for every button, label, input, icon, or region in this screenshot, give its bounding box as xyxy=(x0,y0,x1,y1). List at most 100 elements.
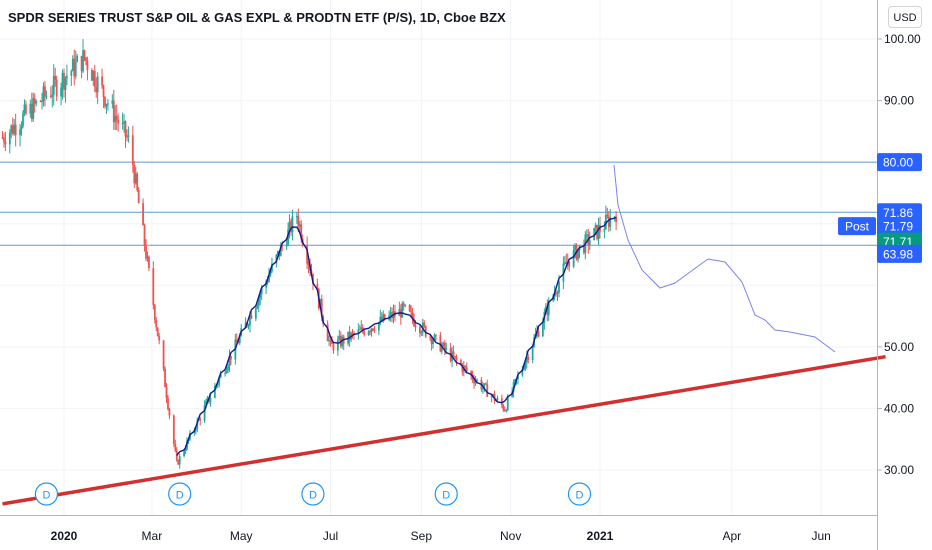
candle-body xyxy=(329,340,332,342)
candle-body xyxy=(389,312,392,316)
candle-body xyxy=(452,351,455,357)
price-label-value: 71.86 xyxy=(883,206,913,220)
candle-body xyxy=(244,322,247,329)
candle-body xyxy=(230,355,232,360)
post-market-tag xyxy=(838,217,876,236)
candle-body xyxy=(440,345,443,352)
candle-body xyxy=(137,190,140,204)
candle-body xyxy=(165,387,168,399)
candle-body xyxy=(500,398,503,406)
candle-body xyxy=(353,332,355,335)
candle-body xyxy=(420,332,423,334)
candle-body xyxy=(90,70,93,81)
candle-body xyxy=(199,418,202,421)
y-tick-label: 100.00 xyxy=(884,32,921,46)
candle-body xyxy=(275,254,278,264)
candle-body xyxy=(357,329,360,335)
candle-body xyxy=(64,77,67,91)
candle-body xyxy=(338,335,341,340)
candle-body xyxy=(1,137,4,139)
dividend-marker[interactable] xyxy=(434,482,458,506)
candle-body xyxy=(418,326,421,333)
candle-body xyxy=(517,375,519,379)
candle-body xyxy=(269,271,272,276)
candle-body xyxy=(158,336,161,341)
candle-body xyxy=(93,70,96,87)
candle-body xyxy=(66,75,68,78)
candle-body xyxy=(555,292,557,294)
candle-body xyxy=(361,327,364,332)
candle-body xyxy=(363,331,366,335)
candle-body xyxy=(213,386,216,398)
candle-body xyxy=(606,214,609,217)
candle-body xyxy=(411,311,414,319)
dividend-marker[interactable] xyxy=(301,482,325,506)
candle-body xyxy=(96,76,99,93)
dividend-marker[interactable] xyxy=(168,482,192,506)
candle-body xyxy=(33,98,36,104)
candle-body xyxy=(266,281,269,283)
x-tick-label: Jul xyxy=(323,529,338,543)
candle-body xyxy=(377,322,380,331)
candle-body xyxy=(593,227,596,241)
candle-body xyxy=(522,368,525,370)
candle-body xyxy=(291,216,294,233)
candle-body xyxy=(136,173,139,191)
candle-body xyxy=(148,256,150,269)
candle-body xyxy=(49,95,52,97)
candle-body xyxy=(23,104,26,114)
y-tick-label: 50.00 xyxy=(884,340,914,354)
candle-body xyxy=(607,216,610,227)
candle-body xyxy=(225,370,228,374)
candle-body xyxy=(249,315,251,326)
candle-body xyxy=(117,119,120,124)
candle-body xyxy=(156,327,159,337)
candle-body xyxy=(133,164,136,184)
price-label-box xyxy=(877,217,922,236)
candle-body xyxy=(370,328,373,332)
candle-body xyxy=(300,224,303,240)
candle-body xyxy=(114,115,117,123)
candle-body xyxy=(287,229,289,246)
candle-body xyxy=(486,384,489,397)
candle-body xyxy=(45,95,48,97)
candle-body xyxy=(219,373,222,378)
candle-body xyxy=(35,100,38,104)
candle-body xyxy=(184,449,187,452)
candle-body xyxy=(380,316,383,321)
candle-body xyxy=(541,322,544,337)
dividend-marker[interactable] xyxy=(34,482,59,506)
post-market-tag-label: Post xyxy=(845,220,870,234)
x-tick-label: Nov xyxy=(500,529,521,543)
candle-body xyxy=(442,342,445,346)
candle-body xyxy=(413,318,415,326)
candle-body xyxy=(506,396,509,411)
dividend-marker[interactable] xyxy=(567,482,592,506)
candle-body xyxy=(285,245,288,247)
candle-body xyxy=(351,332,354,334)
candle-body xyxy=(556,292,559,294)
candle-body xyxy=(574,245,577,251)
x-tick-label: 2021 xyxy=(587,529,614,543)
candle-body xyxy=(8,132,11,145)
candle-body xyxy=(74,61,77,77)
candle-body xyxy=(32,98,35,120)
dividend-marker-label: D xyxy=(576,490,584,502)
candle-body xyxy=(369,331,371,333)
candle-body xyxy=(209,397,212,403)
candle-body xyxy=(288,221,291,230)
currency-selector[interactable]: USD xyxy=(888,6,922,28)
candle-body xyxy=(85,57,87,61)
candle-body xyxy=(320,298,323,317)
candle-body xyxy=(492,394,494,396)
price-label-value: 63.98 xyxy=(883,247,913,261)
candle-body xyxy=(459,360,462,365)
candle-body xyxy=(10,125,13,133)
candle-body xyxy=(131,135,134,165)
y-tick-label: 30.00 xyxy=(884,463,914,477)
candle-body xyxy=(383,314,386,320)
candle-body xyxy=(51,94,54,97)
support-trendline xyxy=(2,354,886,506)
candle-body xyxy=(568,261,571,267)
